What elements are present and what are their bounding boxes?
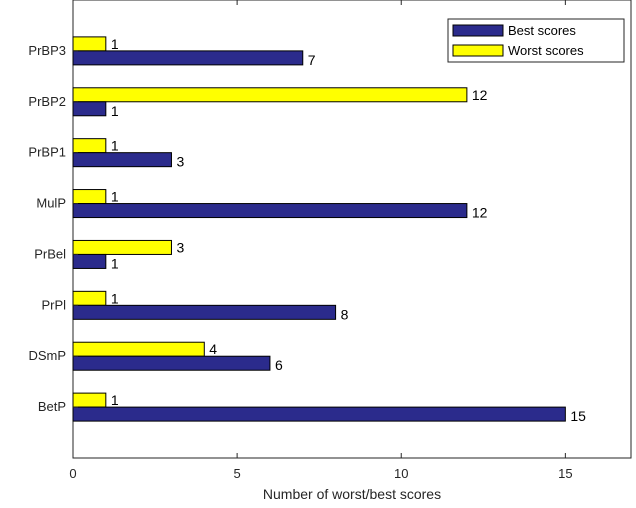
x-tick-label: 15 [558, 466, 572, 481]
x-axis-title: Number of worst/best scores [263, 486, 441, 502]
data-label-best-betp: 15 [570, 408, 586, 424]
x-tick-label: 5 [234, 466, 241, 481]
bar-worst-prpl [72, 290, 107, 306]
legend-label-best: Best scores [508, 23, 576, 38]
category-labels: BetP DSmP PrPl PrBel MulP PrBP1 PrBP2 PrBP3 [28, 43, 78, 414]
plot-area [72, 0, 632, 459]
data-label-best-prbp2: 1 [111, 103, 119, 119]
data-label-best-prbp3: 7 [308, 52, 316, 68]
bar-worst-mulp [72, 189, 107, 205]
bar-best-prbel [72, 253, 107, 269]
bar-best-prbp3 [72, 50, 304, 66]
data-label-best-mulp: 12 [472, 205, 488, 221]
bars-group: 1 15 4 6 1 8 3 1 1 12 1 3 12 1 1 7 [72, 36, 586, 424]
bar-best-dsmp [72, 355, 271, 371]
category-label-prbp2: PrBP2 [28, 94, 66, 109]
bar-best-mulp [72, 203, 468, 219]
data-label-worst-prbel: 3 [176, 239, 184, 255]
x-tick-label: 10 [394, 466, 408, 481]
category-label-prbp1: PrBP1 [28, 145, 66, 160]
legend-swatch-best [452, 24, 504, 37]
bar-best-prbp1 [72, 152, 172, 168]
category-label-betp: BetP [38, 399, 66, 414]
category-label-prbel: PrBel [34, 246, 66, 261]
legend-label-worst: Worst scores [508, 43, 584, 58]
bar-worst-prbel [72, 239, 172, 255]
bar-worst-betp [72, 392, 107, 408]
data-label-worst-prpl: 1 [111, 290, 119, 306]
x-ticks: 0 5 10 15 [69, 0, 573, 481]
data-label-best-prpl: 8 [341, 306, 349, 322]
bar-worst-prbp1 [72, 138, 107, 154]
category-label-prpl: PrPl [41, 297, 66, 312]
bar-best-prbp2 [72, 101, 107, 117]
data-label-best-dsmp: 6 [275, 357, 283, 373]
x-tick-label: 0 [69, 466, 76, 481]
data-label-worst-mulp: 1 [111, 189, 119, 205]
category-label-mulp: MulP [36, 196, 66, 211]
data-label-worst-prbp1: 1 [111, 138, 119, 154]
data-label-best-prbel: 1 [111, 255, 119, 271]
bar-worst-prbp2 [72, 87, 468, 103]
legend: Best scores Worst scores [447, 18, 625, 63]
legend-swatch-worst [452, 44, 504, 57]
data-label-worst-prbp3: 1 [111, 36, 119, 52]
category-label-prbp3: PrBP3 [28, 43, 66, 58]
bar-worst-prbp3 [72, 36, 107, 52]
category-label-dsmp: DSmP [28, 348, 66, 363]
data-label-worst-betp: 1 [111, 392, 119, 408]
data-label-worst-dsmp: 4 [209, 341, 217, 357]
bar-best-betp [72, 406, 566, 422]
data-label-worst-prbp2: 12 [472, 87, 488, 103]
data-label-best-prbp1: 3 [176, 154, 184, 170]
bar-worst-dsmp [72, 341, 205, 357]
bar-best-prpl [72, 304, 337, 320]
